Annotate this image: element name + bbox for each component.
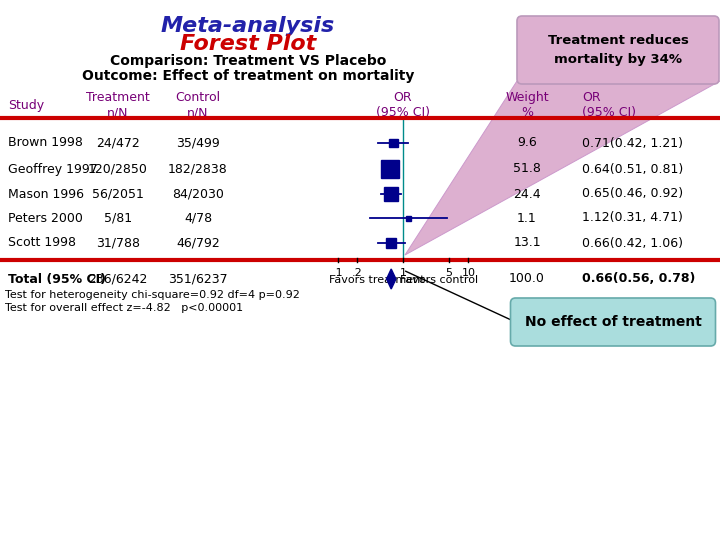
- Text: 9.6: 9.6: [517, 137, 537, 150]
- Text: 1: 1: [400, 268, 407, 278]
- Text: .1: .1: [333, 268, 343, 278]
- Text: 0.71(0.42, 1.21): 0.71(0.42, 1.21): [582, 137, 683, 150]
- Text: 1.12(0.31, 4.71): 1.12(0.31, 4.71): [582, 212, 683, 225]
- Bar: [389, 139, 397, 147]
- Text: Meta-analysis: Meta-analysis: [161, 16, 335, 36]
- Polygon shape: [387, 269, 396, 289]
- Text: 13.1: 13.1: [513, 237, 541, 249]
- Text: 182/2838: 182/2838: [168, 163, 228, 176]
- Polygon shape: [405, 81, 720, 255]
- Text: Test for heterogeneity chi-square=0.92 df=4 p=0.92: Test for heterogeneity chi-square=0.92 d…: [5, 290, 300, 300]
- Text: Total (95% CI): Total (95% CI): [8, 273, 106, 286]
- Text: 46/792: 46/792: [176, 237, 220, 249]
- Text: 0.66(0.42, 1.06): 0.66(0.42, 1.06): [582, 237, 683, 249]
- Text: 84/2030: 84/2030: [172, 187, 224, 200]
- Text: 100.0: 100.0: [509, 273, 545, 286]
- Text: 236/6242: 236/6242: [89, 273, 148, 286]
- Text: Treatment reduces: Treatment reduces: [548, 33, 688, 46]
- Text: 351/6237: 351/6237: [168, 273, 228, 286]
- Text: 35/499: 35/499: [176, 137, 220, 150]
- Text: Favors treatment: Favors treatment: [329, 275, 425, 285]
- Text: Weight
%: Weight %: [505, 91, 549, 119]
- Text: Study: Study: [8, 98, 44, 111]
- Text: OR
(95% CI): OR (95% CI): [376, 91, 430, 119]
- Text: .2: .2: [352, 268, 363, 278]
- FancyBboxPatch shape: [517, 16, 719, 84]
- Text: 10: 10: [462, 268, 475, 278]
- Text: 56/2051: 56/2051: [92, 187, 144, 200]
- Text: Comparison: Treatment VS Placebo: Comparison: Treatment VS Placebo: [110, 54, 386, 68]
- Text: Test for overall effect z=-4.82   p<0.00001: Test for overall effect z=-4.82 p<0.0000…: [5, 303, 243, 313]
- Text: Peters 2000: Peters 2000: [8, 212, 83, 225]
- Text: Treatment
n/N: Treatment n/N: [86, 91, 150, 119]
- Text: 0.66(0.56, 0.78): 0.66(0.56, 0.78): [582, 273, 696, 286]
- Text: OR
(95% CI): OR (95% CI): [582, 91, 636, 119]
- Text: Forest Plot: Forest Plot: [180, 34, 316, 54]
- Text: 0.65(0.46, 0.92): 0.65(0.46, 0.92): [582, 187, 683, 200]
- Bar: [406, 215, 411, 220]
- Bar: [386, 238, 396, 248]
- Text: 24.4: 24.4: [513, 187, 541, 200]
- Text: No effect of treatment: No effect of treatment: [525, 315, 701, 329]
- Text: Brown 1998: Brown 1998: [8, 137, 83, 150]
- Text: Scott 1998: Scott 1998: [8, 237, 76, 249]
- Text: 5: 5: [445, 268, 452, 278]
- Text: 0.64(0.51, 0.81): 0.64(0.51, 0.81): [582, 163, 683, 176]
- Text: Mason 1996: Mason 1996: [8, 187, 84, 200]
- Text: Favors control: Favors control: [400, 275, 477, 285]
- FancyBboxPatch shape: [510, 298, 716, 346]
- Text: Control
n/N: Control n/N: [176, 91, 220, 119]
- Text: 24/472: 24/472: [96, 137, 140, 150]
- Text: 51.8: 51.8: [513, 163, 541, 176]
- Text: mortality by 34%: mortality by 34%: [554, 53, 682, 66]
- Text: 4/78: 4/78: [184, 212, 212, 225]
- Bar: [382, 160, 400, 178]
- Text: 5/81: 5/81: [104, 212, 132, 225]
- Text: 1.1: 1.1: [517, 212, 537, 225]
- Text: 120/2850: 120/2850: [88, 163, 148, 176]
- Text: Geoffrey 1997: Geoffrey 1997: [8, 163, 98, 176]
- Text: 31/788: 31/788: [96, 237, 140, 249]
- Bar: [384, 187, 397, 201]
- Text: Outcome: Effect of treatment on mortality: Outcome: Effect of treatment on mortalit…: [82, 69, 414, 83]
